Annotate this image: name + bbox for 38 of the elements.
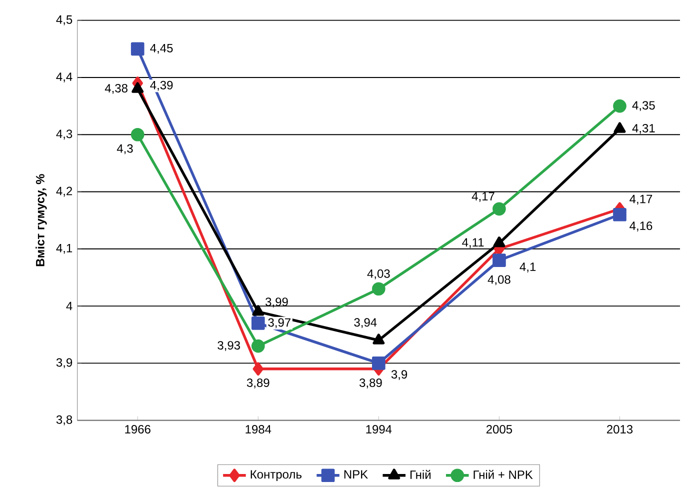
data-label: 4,1	[520, 262, 536, 272]
x-tick-label: 1984	[246, 425, 272, 434]
x-tick-label: 1966	[125, 425, 150, 434]
legend-label: Контроль	[250, 470, 302, 481]
data-label: 4,17	[630, 194, 652, 205]
data-label: 3,89	[246, 378, 270, 388]
y-tick-label: 4	[66, 302, 72, 310]
data-label: 3,97	[268, 318, 290, 328]
y-tick-label: 4,5	[56, 15, 72, 26]
legend-label: Гній + NPK	[474, 470, 533, 479]
data-label: 3,94	[354, 318, 377, 328]
y-tick-label: 3,9	[56, 358, 72, 368]
y-tick-label: 4,1	[56, 244, 72, 254]
data-label: 4,39	[150, 80, 173, 91]
data-label: 3,93	[218, 341, 240, 351]
data-label: 4,08	[488, 275, 510, 286]
data-label: 4,16	[630, 222, 652, 232]
legend-label: Гній	[410, 470, 430, 479]
x-tick-label: 2005	[486, 425, 512, 434]
x-tick-label: 1994	[366, 425, 392, 434]
data-label: 3,9	[391, 370, 408, 380]
data-label: 3,89	[360, 378, 382, 388]
data-label: 4,38	[104, 84, 128, 94]
y-axis-title: Вміст гумусу, %	[36, 174, 47, 266]
data-label: 4,35	[632, 101, 655, 111]
x-tick-label: 2013	[606, 425, 633, 434]
data-label: 4,45	[150, 44, 173, 54]
data-label: 4,3	[116, 144, 133, 154]
data-label: 4,31	[632, 124, 655, 134]
y-tick-label: 4,3	[56, 130, 72, 140]
data-label: 4,11	[462, 238, 484, 248]
y-tick-label: 3,8	[56, 415, 72, 426]
legend-label: NPK	[344, 470, 368, 478]
y-tick-label: 4,4	[56, 72, 72, 82]
data-label: 4,03	[367, 269, 390, 280]
y-tick-label: 4,2	[56, 186, 72, 197]
data-label: 3,99	[266, 298, 288, 308]
data-label: 4,17	[472, 192, 494, 202]
